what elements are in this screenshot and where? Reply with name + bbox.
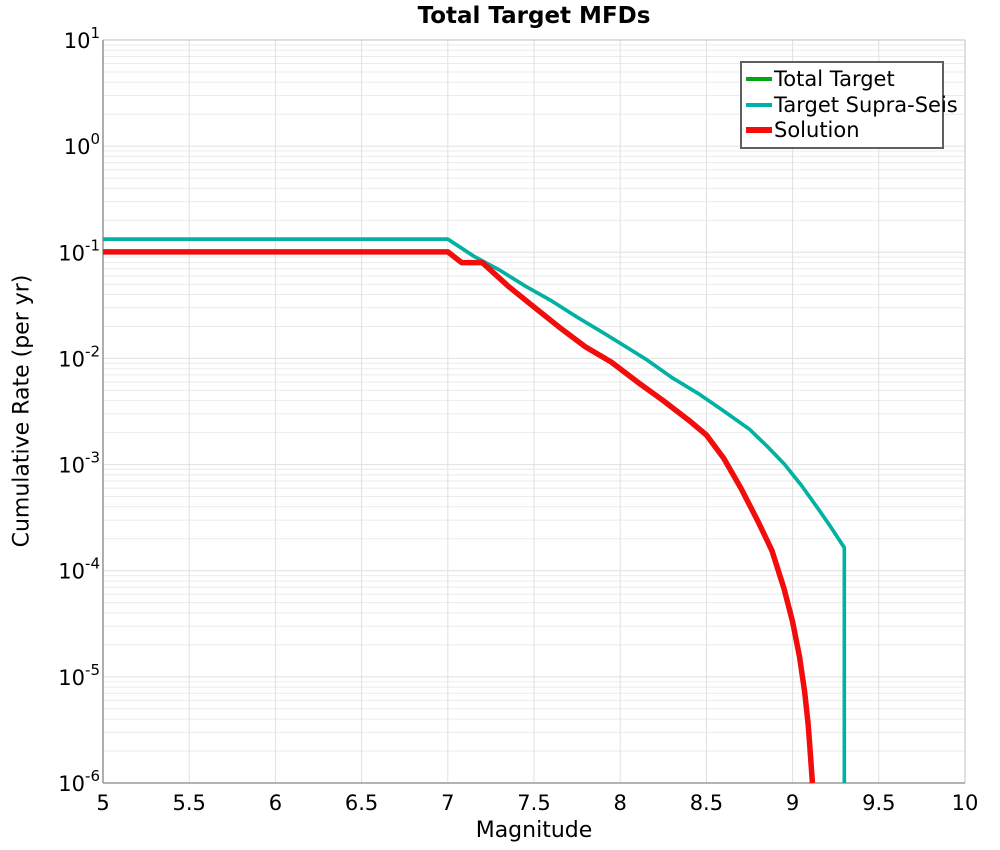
y-tick-label: 101 bbox=[64, 24, 100, 53]
x-tick-label: 7 bbox=[441, 791, 454, 815]
legend-label: Solution bbox=[774, 118, 860, 143]
x-tick-label: 8.5 bbox=[690, 791, 723, 815]
y-tick-label: 10-1 bbox=[58, 236, 100, 265]
x-tick-label: 8 bbox=[614, 791, 627, 815]
y-tick-label: 100 bbox=[64, 130, 100, 159]
x-axis-label: Magnitude bbox=[475, 818, 593, 843]
legend-item-total-target: Total Target bbox=[746, 67, 940, 92]
chart-title: Total Target MFDs bbox=[417, 3, 651, 29]
y-tick-label: 10-5 bbox=[58, 661, 100, 690]
legend-item-target-supra-seis: Target Supra-Seis bbox=[746, 94, 958, 116]
y-tick-label: 10-2 bbox=[58, 342, 100, 371]
x-tick-label: 9.5 bbox=[862, 791, 895, 815]
solution-line-swatch bbox=[746, 127, 772, 134]
series-line-target-supra-seis bbox=[103, 237, 847, 783]
x-tick-label: 7.5 bbox=[517, 791, 550, 815]
x-tick-label: 5 bbox=[96, 791, 109, 815]
x-tick-label: 9 bbox=[786, 791, 799, 815]
legend-box: Total Target Target Supra-Seis Solution bbox=[740, 61, 958, 149]
total-target-line-swatch bbox=[746, 77, 772, 82]
y-tick-label: 10-4 bbox=[58, 555, 100, 584]
x-tick-label: 10 bbox=[952, 791, 979, 815]
target-supra-seis-line-swatch bbox=[746, 102, 772, 107]
legend-label: Total Target bbox=[774, 67, 895, 92]
series-line-solution bbox=[103, 249, 816, 784]
x-tick-label: 6.5 bbox=[345, 791, 378, 815]
x-tick-label: 6 bbox=[269, 791, 282, 815]
y-axis-label: Cumulative Rate (per yr) bbox=[9, 274, 35, 548]
y-tick-label: 10-6 bbox=[58, 767, 100, 796]
y-tick-label: 10-3 bbox=[58, 449, 100, 478]
legend-label: Target Supra-Seis bbox=[774, 92, 958, 117]
series-line-total-target bbox=[103, 237, 847, 783]
legend-item-solution: Solution bbox=[746, 118, 940, 143]
x-tick-label: 5.5 bbox=[172, 791, 205, 815]
